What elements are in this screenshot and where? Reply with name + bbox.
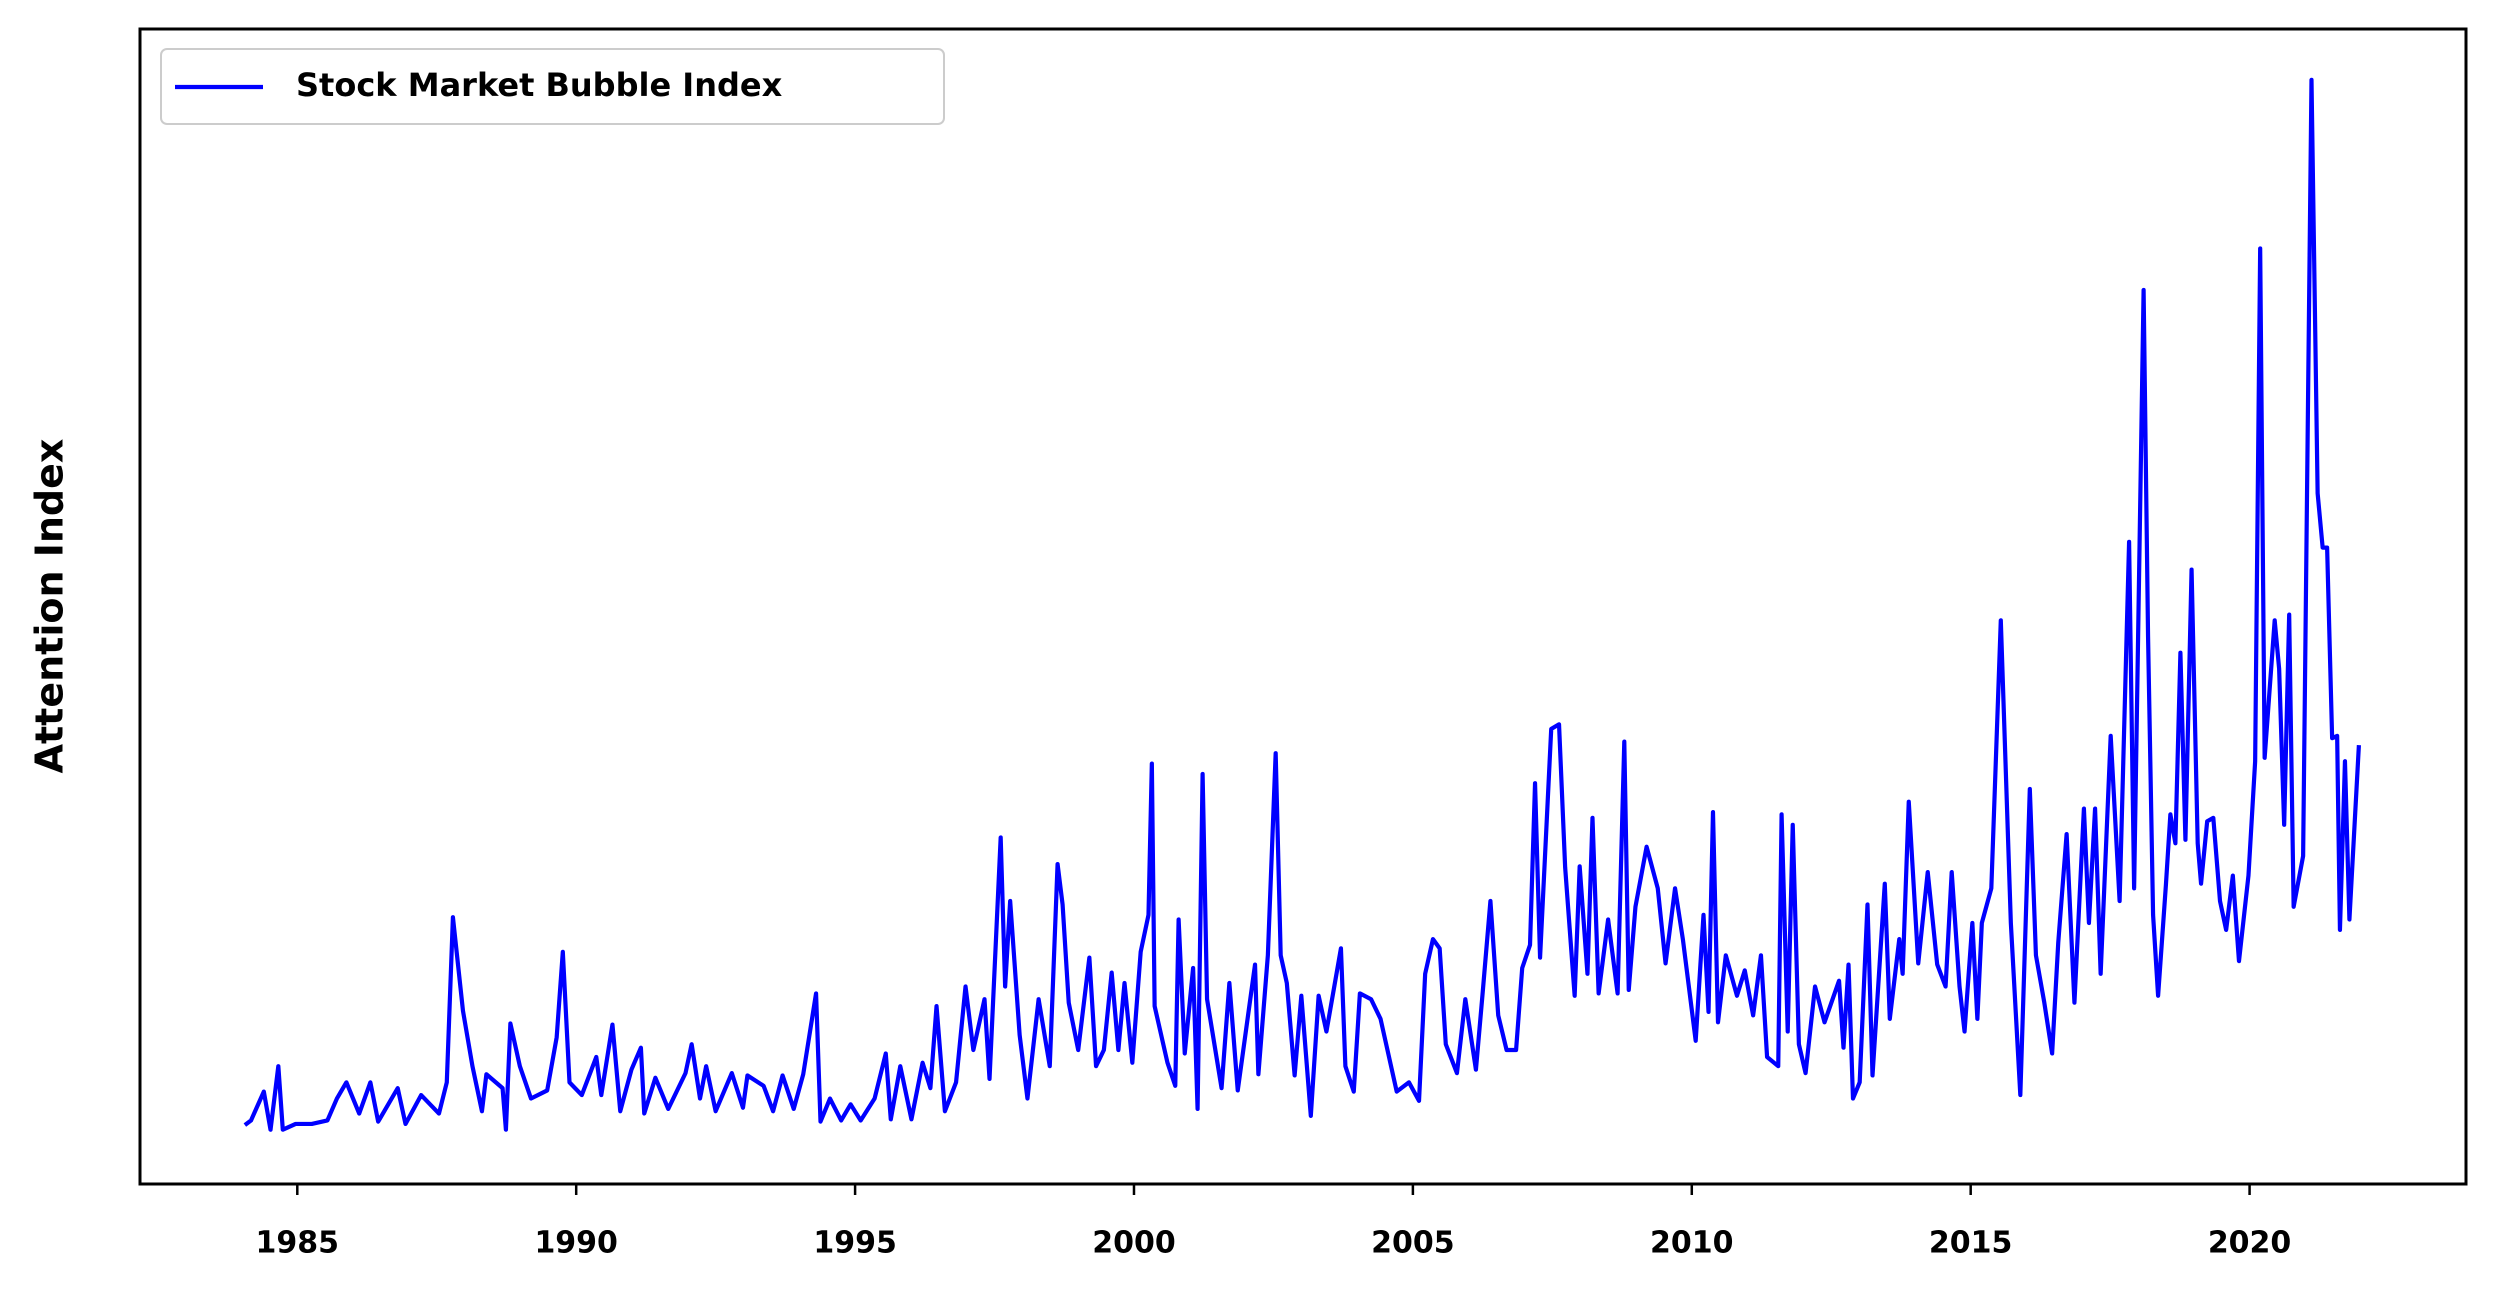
x-tick-label: 2015	[1929, 1226, 2013, 1261]
x-tick-label: 1985	[256, 1226, 340, 1261]
x-tick-label: 1995	[813, 1226, 897, 1261]
x-tick-label: 2000	[1092, 1226, 1176, 1261]
y-axis-label: Attention Index	[28, 439, 72, 774]
x-tick-label: 2020	[2208, 1226, 2292, 1261]
legend-label: Stock Market Bubble Index	[296, 66, 783, 104]
plot-frame	[138, 27, 2468, 1186]
x-tick-label: 1990	[534, 1226, 618, 1261]
x-tick-label: 2005	[1371, 1226, 1455, 1261]
series-line	[243, 77, 2361, 1132]
x-tick-label: 2010	[1650, 1226, 1734, 1261]
legend-box	[160, 48, 945, 125]
